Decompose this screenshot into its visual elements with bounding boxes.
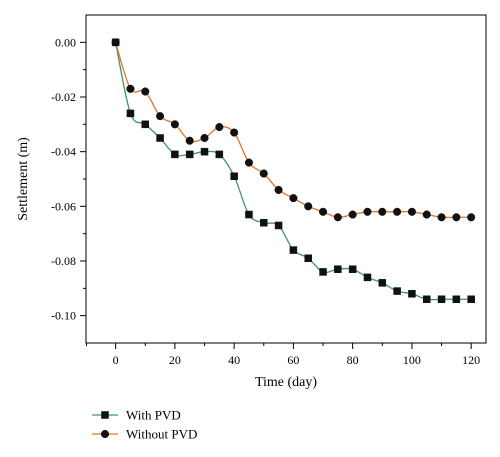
data-point (274, 221, 283, 230)
data-point (156, 134, 164, 142)
x-tick-label: 80 (347, 353, 359, 367)
data-point (200, 147, 209, 156)
data-point (363, 273, 372, 282)
data-point (378, 279, 387, 287)
x-tick-label: 100 (403, 353, 421, 367)
data-point (452, 213, 461, 222)
data-point (111, 38, 120, 47)
x-axis-ticks: 0 20 40 60 80 100 120 (86, 343, 480, 367)
plot-border (85, 14, 487, 344)
y-tick-label: -0.06 (51, 199, 76, 213)
data-point (141, 120, 150, 129)
data-point (408, 290, 416, 298)
data-point (407, 207, 416, 216)
x-tick-label: 0 (113, 353, 119, 367)
y-axis-ticks: 0.00 -0.02 -0.04 -0.06 -0.08 -0.10 (51, 35, 86, 323)
data-point (200, 133, 209, 143)
data-point (230, 128, 239, 137)
series-line (114, 42, 472, 301)
data-point (274, 185, 283, 194)
data-point (333, 213, 342, 222)
series-with-pvd (111, 38, 475, 304)
data-point (215, 150, 224, 159)
x-tick-label: 40 (228, 353, 240, 367)
x-tick-label: 60 (287, 353, 299, 367)
data-point (185, 136, 194, 145)
data-point (289, 246, 298, 254)
data-point (260, 218, 268, 227)
legend-marker (100, 429, 110, 439)
data-point (244, 158, 254, 167)
legend-label: With PVD (126, 408, 181, 423)
y-tick-label: -0.08 (51, 254, 76, 268)
legend-item: Without PVD (92, 427, 197, 442)
legend-item: With PVD (92, 408, 181, 423)
legend-marker (101, 411, 109, 419)
plot-frame (85, 14, 487, 344)
data-point (348, 265, 357, 273)
data-point (437, 213, 446, 222)
series-without-pvd (111, 38, 476, 222)
y-axis-title: Settlement (m) (16, 137, 31, 221)
data-point (318, 207, 328, 216)
data-point (230, 172, 238, 181)
data-point (170, 120, 179, 129)
data-point (437, 295, 446, 304)
data-point (141, 87, 150, 96)
data-point (467, 213, 476, 222)
data-point (422, 210, 431, 219)
data-point (452, 295, 461, 304)
data-point (126, 109, 135, 118)
data-point (378, 207, 387, 216)
x-axis-title: Time (day) (255, 375, 317, 390)
y-tick-label: 0.00 (55, 35, 76, 49)
y-tick-label: -0.02 (51, 90, 76, 104)
data-point (126, 84, 135, 93)
x-tick-label: 20 (169, 353, 181, 367)
data-point (171, 150, 179, 159)
data-point (185, 150, 194, 159)
data-point (334, 265, 342, 273)
series-line (115, 42, 472, 219)
data-point (289, 194, 298, 203)
y-tick-label: -0.04 (51, 145, 76, 159)
data-point (422, 295, 431, 304)
data-point (215, 123, 224, 132)
data-point (348, 210, 357, 219)
data-point (156, 112, 165, 121)
data-point (393, 287, 401, 295)
data-point (393, 207, 402, 216)
data-point (304, 254, 312, 263)
data-point (467, 295, 475, 304)
legend-label: Without PVD (126, 427, 197, 442)
series-layer (111, 38, 476, 304)
legend: With PVD Without PVD (92, 408, 197, 442)
data-point (363, 207, 372, 216)
y-tick-label: -0.10 (51, 309, 76, 323)
data-point (259, 169, 268, 178)
data-point (304, 202, 313, 211)
data-point (245, 210, 253, 219)
x-tick-label: 120 (462, 353, 480, 367)
data-point (319, 268, 327, 276)
